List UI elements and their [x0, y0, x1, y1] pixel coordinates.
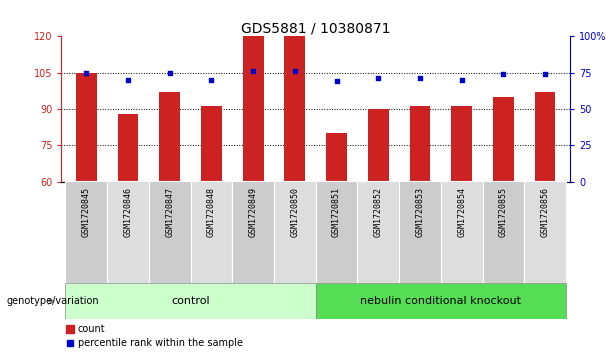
Bar [107, 182, 149, 283]
Title: GDS5881 / 10380871: GDS5881 / 10380871 [241, 21, 390, 35]
Bar [535, 92, 555, 182]
Bar [76, 73, 97, 182]
Text: GSM1720846: GSM1720846 [124, 187, 132, 237]
Text: GSM1720852: GSM1720852 [374, 187, 383, 237]
Bar [191, 182, 232, 283]
Legend: count, percentile rank within the sample: count, percentile rank within the sample [66, 324, 243, 348]
Bar [368, 109, 389, 182]
Bar [399, 182, 441, 283]
Bar [524, 182, 566, 283]
Bar [149, 182, 191, 283]
Bar [326, 133, 347, 182]
Text: GSM1720850: GSM1720850 [291, 187, 299, 237]
Text: genotype/variation: genotype/variation [6, 296, 99, 306]
Bar [243, 34, 264, 182]
Bar [409, 106, 430, 182]
Bar [201, 106, 222, 182]
Point [457, 77, 466, 83]
Text: GSM1720855: GSM1720855 [499, 187, 508, 237]
Point [540, 71, 550, 77]
Point [498, 71, 508, 77]
Bar [118, 114, 139, 182]
Point [82, 70, 91, 76]
Text: control: control [171, 296, 210, 306]
Text: GSM1720845: GSM1720845 [82, 187, 91, 237]
Text: GSM1720856: GSM1720856 [541, 187, 550, 237]
Text: nebulin conditional knockout: nebulin conditional knockout [360, 296, 521, 306]
Bar [451, 106, 472, 182]
Text: GSM1720853: GSM1720853 [416, 187, 424, 237]
Point [415, 76, 425, 81]
Point [123, 77, 133, 83]
Point [290, 68, 300, 74]
Bar [316, 182, 357, 283]
Bar [274, 182, 316, 283]
Bar [159, 92, 180, 182]
Bar [232, 182, 274, 283]
Bar [493, 97, 514, 182]
Point [165, 70, 175, 76]
Text: GSM1720848: GSM1720848 [207, 187, 216, 237]
Bar [482, 182, 524, 283]
Bar [66, 283, 316, 319]
Bar [357, 182, 399, 283]
Text: GSM1720849: GSM1720849 [249, 187, 257, 237]
Bar [284, 36, 305, 182]
Bar [441, 182, 482, 283]
Point [332, 78, 341, 84]
Point [373, 76, 383, 81]
Point [248, 68, 258, 74]
Text: GSM1720847: GSM1720847 [166, 187, 174, 237]
Text: GSM1720851: GSM1720851 [332, 187, 341, 237]
Point [207, 77, 216, 83]
Bar [66, 182, 107, 283]
Text: GSM1720854: GSM1720854 [457, 187, 466, 237]
Bar [316, 283, 566, 319]
